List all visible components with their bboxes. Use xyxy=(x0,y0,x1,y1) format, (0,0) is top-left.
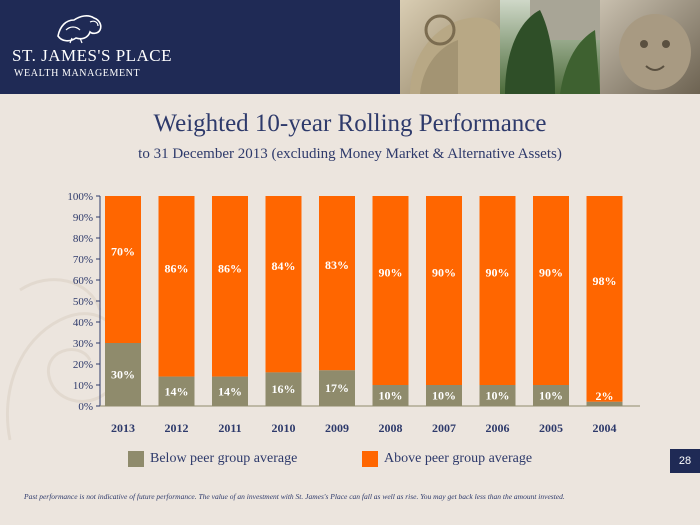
y-tick-label: 80% xyxy=(73,233,93,245)
bar-above xyxy=(212,196,248,377)
data-label-below: 10% xyxy=(486,389,510,403)
data-label-below: 14% xyxy=(218,384,242,398)
y-tick-label: 50% xyxy=(73,296,93,308)
data-label-above: 84% xyxy=(272,259,296,273)
chart-subtitle: to 31 December 2013 (excluding Money Mar… xyxy=(138,146,562,162)
bar-below xyxy=(105,343,141,406)
bar-below xyxy=(372,385,409,406)
x-tick-label: 2005 xyxy=(539,421,563,435)
data-label-below: 2% xyxy=(596,389,614,403)
legend-label-below: Below peer group average xyxy=(150,451,298,466)
brand-subtitle: WEALTH MANAGEMENT xyxy=(14,68,141,79)
data-label-below: 10% xyxy=(432,389,456,403)
bar-below xyxy=(586,401,623,406)
data-label-above: 90% xyxy=(486,266,510,280)
disclaimer-text: Past performance is not indicative of fu… xyxy=(24,492,565,501)
data-label-above: 70% xyxy=(111,245,135,259)
y-tick-label: 100% xyxy=(67,191,93,203)
bar-above xyxy=(372,196,409,385)
header-banner: ST. JAMES'S PLACE WEALTH MANAGEMENT xyxy=(0,0,700,94)
y-tick-label: 30% xyxy=(73,338,93,350)
data-label-below: 14% xyxy=(165,384,189,398)
bar-below xyxy=(426,385,462,406)
bar-below xyxy=(319,370,355,406)
stacked-bar-chart: 0% 10% 20% 30% 40% 50% 60% 70% 80% 90% 100% 70% 30% 2… xyxy=(67,191,640,435)
legend-swatch-below xyxy=(128,451,144,467)
data-label-below: 16% xyxy=(272,382,296,396)
y-tick-label: 70% xyxy=(73,254,93,266)
bar-above xyxy=(319,196,355,371)
data-label-above: 86% xyxy=(165,261,189,275)
bar-above xyxy=(426,196,462,385)
x-tick-label: 2012 xyxy=(165,421,189,435)
data-label-below: 30% xyxy=(111,368,135,382)
data-label-below: 10% xyxy=(539,389,563,403)
x-tick-label: 2007 xyxy=(432,421,456,435)
x-tick-label: 2006 xyxy=(486,421,510,435)
y-tick-label: 60% xyxy=(73,275,93,287)
y-tick-label: 20% xyxy=(73,359,93,371)
data-label-below: 10% xyxy=(379,389,403,403)
data-label-above: 90% xyxy=(539,266,563,280)
x-tick-label: 2011 xyxy=(218,421,241,435)
bar-above xyxy=(533,196,569,385)
lion-logo-icon xyxy=(57,15,102,44)
y-tick-label: 90% xyxy=(73,212,93,224)
header-photo-collage xyxy=(400,0,700,94)
bar-above xyxy=(265,196,302,373)
page-number: 28 xyxy=(670,449,700,473)
bar-below xyxy=(533,385,569,406)
y-tick-label: 10% xyxy=(73,380,93,392)
data-label-above: 90% xyxy=(379,266,403,280)
x-tick-label: 2008 xyxy=(379,421,403,435)
legend-item-above: Above peer group average xyxy=(362,450,532,468)
bar-above xyxy=(479,196,516,385)
y-tick-label: 40% xyxy=(73,317,93,329)
data-label-above: 86% xyxy=(218,261,242,275)
legend-item-below: Below peer group average xyxy=(128,450,297,468)
bar-below xyxy=(265,372,302,406)
bar-below xyxy=(158,376,195,406)
bar-below xyxy=(212,376,248,406)
x-tick-label: 2010 xyxy=(272,421,296,435)
x-tick-label: 2009 xyxy=(325,421,349,435)
data-label-above: 90% xyxy=(432,266,456,280)
y-tick-label: 0% xyxy=(78,401,93,413)
legend-swatch-above xyxy=(362,451,378,467)
x-tick-label: 2013 xyxy=(111,421,135,435)
bar-below xyxy=(479,385,516,406)
bar-above xyxy=(158,196,195,377)
logo-area: ST. JAMES'S PLACE WEALTH MANAGEMENT xyxy=(0,0,400,94)
data-label-above: 98% xyxy=(593,274,617,288)
data-label-below: 17% xyxy=(325,381,349,395)
bar-above xyxy=(586,196,623,402)
data-label-above: 83% xyxy=(325,258,349,272)
x-tick-label: 2004 xyxy=(593,421,617,435)
legend-label-above: Above peer group average xyxy=(384,451,533,466)
brand-name: ST. JAMES'S PLACE xyxy=(12,46,173,65)
chart-title: Weighted 10-year Rolling Performance xyxy=(153,110,547,137)
bar-above xyxy=(105,196,141,343)
